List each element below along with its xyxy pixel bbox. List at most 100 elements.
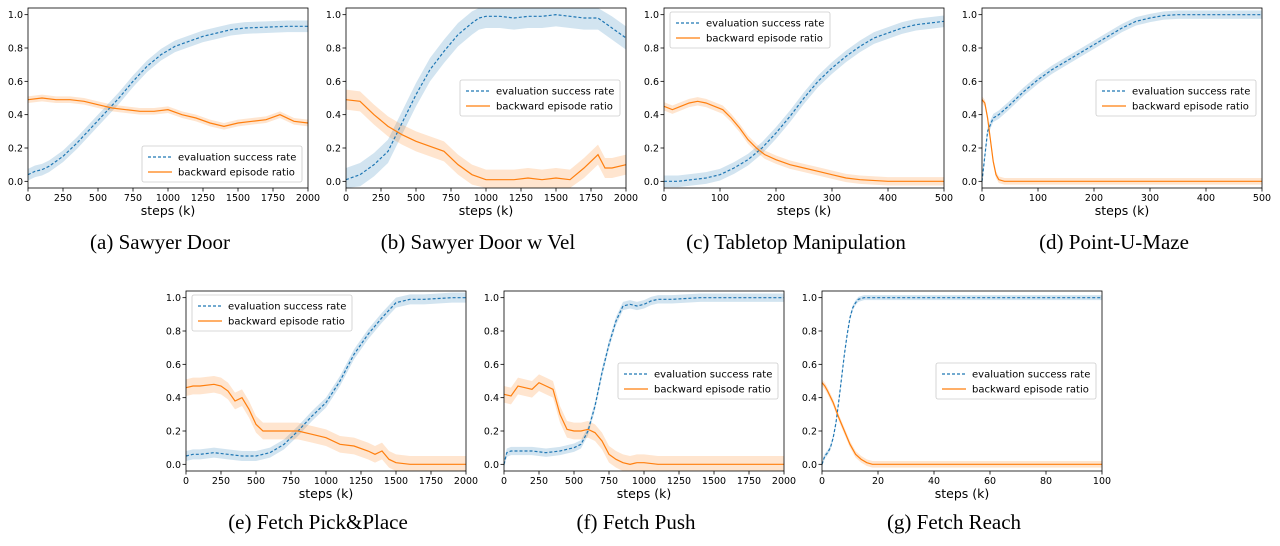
plot-frame xyxy=(981,7,1263,189)
y-tick-label: 0.2 xyxy=(802,427,817,438)
chart-tabletop-manipulation: 0 100 200 300 400 500 0.0 0.2 0.4 0.6 0.8 1.0 steps … xyxy=(644,7,953,218)
band-eval xyxy=(346,8,626,188)
caption-fetch-reach: (g) Fetch Reach xyxy=(886,510,1022,534)
y-tick-label: 0.6 xyxy=(326,77,341,88)
y-tick-label: 0.8 xyxy=(8,44,23,55)
y-tick-label: 0.8 xyxy=(962,44,977,55)
y-tick-label: 0.0 xyxy=(644,177,659,188)
y-tick-label: 0.6 xyxy=(8,77,23,88)
x-axis-label: steps (k) xyxy=(141,203,196,218)
x-axis-label: steps (k) xyxy=(617,486,672,501)
x-tick-label: 2000 xyxy=(614,193,638,204)
caption-fetch-pick-place: (e) Fetch Pick&Place xyxy=(228,510,408,534)
x-tick-label: 1750 xyxy=(737,476,761,487)
x-tick-label: 250 xyxy=(54,193,72,204)
y-tick-label: 0.4 xyxy=(802,393,817,404)
legend-entry-eval-label: evaluation success rate xyxy=(972,370,1090,381)
legend: evaluation success rate backward episode … xyxy=(459,79,621,117)
x-tick-label: 500 xyxy=(935,193,953,204)
y-tick-label: 0.0 xyxy=(326,177,341,188)
x-tick-label: 0 xyxy=(343,193,349,204)
y-tick-label: 0.2 xyxy=(166,427,181,438)
caption-sawyer-door-w-vel: (b) Sawyer Door w Vel xyxy=(380,230,576,254)
plot-frame xyxy=(821,290,1103,472)
series-line-backward xyxy=(981,99,1262,182)
x-tick-label: 0 xyxy=(183,476,189,487)
x-tick-label: 1500 xyxy=(702,476,726,487)
y-tick-label: 1.0 xyxy=(644,10,659,21)
chart-point-u-maze: 0 100 200 300 400 500 0.0 0.2 0.4 0.6 0.8 1.0 steps … xyxy=(962,7,1271,218)
x-tick-label: 250 xyxy=(372,193,390,204)
series-line-eval xyxy=(185,297,466,457)
x-tick-label: 300 xyxy=(823,193,841,204)
legend: evaluation success rate backward episode … xyxy=(191,294,353,332)
x-tick-label: 400 xyxy=(879,193,897,204)
y-tick-label: 0.6 xyxy=(166,360,181,371)
panel-sawyer-door: 0 250 500 750 1000 1250 1500 1750 2000 0.0 0.2 0.4 0… xyxy=(0,0,320,260)
y-tick-label: 0.4 xyxy=(484,393,499,404)
panel-sawyer-door-w-vel: 0 250 500 750 1000 1250 1500 1750 2000 0.0 0.2 0.4 0… xyxy=(318,0,638,260)
x-tick-label: 500 xyxy=(247,476,265,487)
x-tick-label: 0 xyxy=(25,193,31,204)
series-line-backward xyxy=(185,383,466,465)
x-tick-label: 1000 xyxy=(156,193,180,204)
x-tick-label: 2000 xyxy=(772,476,796,487)
series-line-eval xyxy=(664,20,945,182)
x-tick-label: 100 xyxy=(1029,193,1047,204)
y-tick-label: 0.2 xyxy=(8,144,23,155)
x-tick-label: 750 xyxy=(282,476,300,487)
panel-fetch-push: 0 250 500 750 1000 1250 1500 1750 2000 0.0 0.2 0.4 0… xyxy=(476,283,796,546)
x-tick-label: 0 xyxy=(661,193,667,204)
y-tick-label: 0.0 xyxy=(166,460,181,471)
x-tick-label: 750 xyxy=(600,476,618,487)
y-tick-label: 0.6 xyxy=(802,360,817,371)
caption-fetch-push: (f) Fetch Push xyxy=(576,510,696,534)
series-line-backward xyxy=(345,99,627,181)
y-tick-label: 0.2 xyxy=(484,427,499,438)
band-backward xyxy=(186,376,466,471)
legend-entry-backward-label: backward episode ratio xyxy=(654,385,771,396)
x-tick-label: 250 xyxy=(212,476,230,487)
legend-entry-backward-label: backward episode ratio xyxy=(228,317,345,328)
y-tick-label: 0.2 xyxy=(326,144,341,155)
y-tick-label: 0.4 xyxy=(962,110,977,121)
y-tick-label: 0.4 xyxy=(326,110,341,121)
x-tick-label: 20 xyxy=(872,476,884,487)
x-axis-label: steps (k) xyxy=(777,203,832,218)
chart-fetch-push: 0 250 500 750 1000 1250 1500 1750 2000 0.0 0.2 0.4 0… xyxy=(484,290,796,501)
legend-entry-backward-label: backward episode ratio xyxy=(972,385,1089,396)
legend-entry-backward-label: backward episode ratio xyxy=(178,168,295,179)
legend: evaluation success rate backward episode … xyxy=(669,11,831,49)
x-tick-label: 300 xyxy=(1141,193,1159,204)
legend-entry-backward-label: backward episode ratio xyxy=(706,34,823,45)
band-backward xyxy=(346,89,626,188)
legend-entry-eval-label: evaluation success rate xyxy=(496,87,614,98)
x-tick-label: 1750 xyxy=(419,476,443,487)
legend: evaluation success rate backward episode … xyxy=(617,362,779,400)
y-tick-label: 0.8 xyxy=(802,327,817,338)
panel-fetch-reach: 0 20 40 60 80 100 0.0 0.2 0.4 0.6 0.8 1.0 steps (k) e… xyxy=(794,283,1114,546)
y-tick-label: 0.2 xyxy=(962,144,977,155)
y-tick-label: 1.0 xyxy=(962,10,977,21)
x-axis-label: steps (k) xyxy=(935,486,990,501)
y-tick-label: 0.6 xyxy=(644,77,659,88)
band-backward xyxy=(664,97,944,186)
legend-entry-backward-label: backward episode ratio xyxy=(1132,102,1249,113)
caption-sawyer-door: (a) Sawyer Door xyxy=(90,230,230,254)
series-line-eval xyxy=(345,14,627,181)
x-tick-label: 40 xyxy=(928,476,940,487)
y-tick-label: 0.4 xyxy=(166,393,181,404)
x-tick-label: 750 xyxy=(124,193,142,204)
x-tick-label: 0 xyxy=(819,476,825,487)
x-tick-label: 1250 xyxy=(191,193,215,204)
series-line-backward xyxy=(821,382,1102,465)
x-tick-label: 1500 xyxy=(226,193,250,204)
caption-point-u-maze: (d) Point-U-Maze xyxy=(1039,230,1189,254)
y-tick-label: 0.4 xyxy=(644,110,659,121)
y-tick-label: 1.0 xyxy=(166,293,181,304)
x-tick-label: 1750 xyxy=(261,193,285,204)
x-tick-label: 100 xyxy=(711,193,729,204)
y-tick-label: 0.8 xyxy=(484,327,499,338)
y-tick-label: 0.4 xyxy=(8,110,23,121)
x-tick-label: 250 xyxy=(530,476,548,487)
